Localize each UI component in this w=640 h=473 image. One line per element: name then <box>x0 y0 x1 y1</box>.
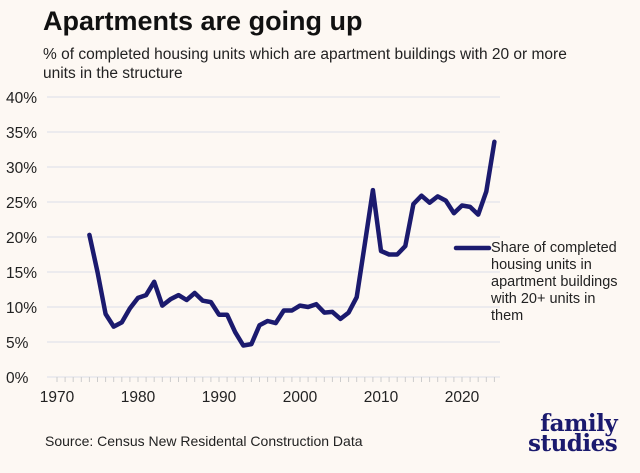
logo-line1: family <box>540 410 618 437</box>
y-tick-label: 35% <box>6 125 37 142</box>
y-tick-label: 5% <box>6 335 29 352</box>
y-tick-label: 20% <box>6 230 37 247</box>
x-tick-label: 1970 <box>40 389 75 406</box>
chart-subtitle: % of completed housing units which are a… <box>43 46 567 82</box>
x-tick-label: 1990 <box>202 389 237 406</box>
x-tick-label: 2000 <box>283 389 318 406</box>
source-note: Source: Census New Residental Constructi… <box>45 433 363 449</box>
logo-line2: studies <box>528 430 618 457</box>
y-tick-label: 30% <box>6 160 37 177</box>
y-tick-label: 0% <box>6 370 29 387</box>
chart-title: Apartments are going up <box>43 6 363 36</box>
legend-label: Share of completed housing units in apar… <box>491 240 618 324</box>
y-tick-label: 10% <box>6 300 37 317</box>
x-tick-label: 2010 <box>364 389 399 406</box>
family-studies-logo: family studies <box>528 410 618 457</box>
x-tick-label: 1980 <box>121 389 156 406</box>
y-tick-label: 40% <box>6 90 37 107</box>
y-tick-label: 25% <box>6 195 37 212</box>
series-line <box>87 139 497 348</box>
y-tick-label: 15% <box>6 265 37 282</box>
x-tick-label: 2020 <box>445 389 480 406</box>
